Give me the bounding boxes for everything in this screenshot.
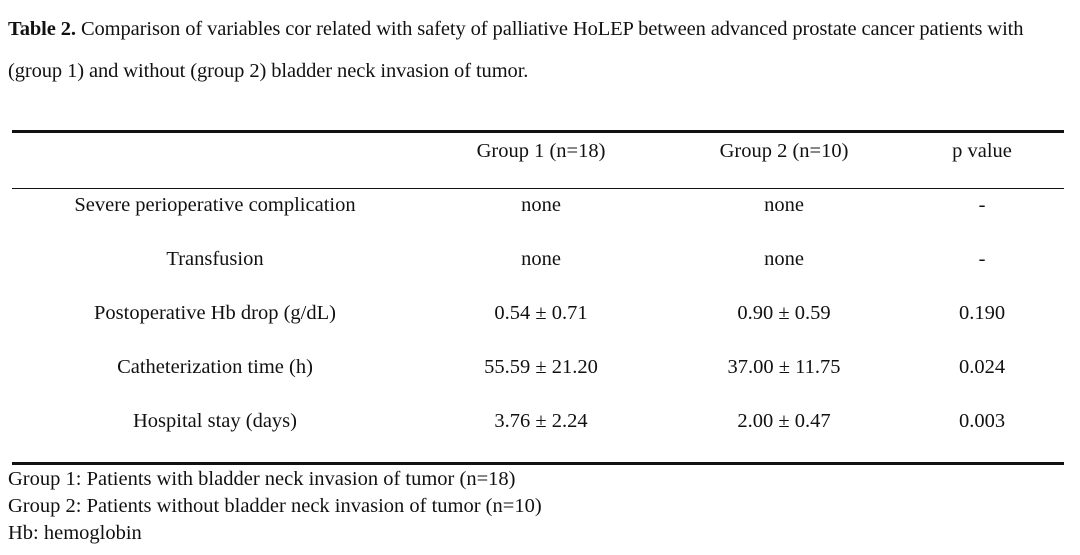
table-cell-variable: Transfusion	[166, 248, 264, 270]
table-bottom-rule	[12, 462, 1064, 465]
table-cell-group2: 2.00 ± 0.47	[737, 410, 831, 432]
table-cell-p-value: 0.190	[958, 302, 1006, 324]
table-caption-text: Comparison of variables cor related with…	[8, 18, 1024, 82]
table-header-p-value: p value	[952, 140, 1012, 162]
table-header-group1: Group 1 (n=18)	[476, 140, 606, 162]
table-cell-p-value: -	[978, 248, 986, 270]
footnote-group1: Group 1: Patients with bladder neck inva…	[8, 468, 516, 490]
table-top-rule	[12, 130, 1064, 133]
table-cell-group1: 55.59 ± 21.20	[484, 356, 598, 378]
table-header-group2: Group 2 (n=10)	[719, 140, 849, 162]
footnote-hb: Hb: hemoglobin	[8, 522, 142, 544]
table-cell-p-value: 0.003	[958, 410, 1006, 432]
table-cell-p-value: -	[978, 194, 986, 216]
table-cell-group1: none	[521, 194, 561, 216]
table-cell-group2: 37.00 ± 11.75	[727, 356, 841, 378]
table-header-rule	[12, 188, 1064, 189]
table-cell-group2: 0.90 ± 0.59	[737, 302, 831, 324]
footnote-group2: Group 2: Patients without bladder neck i…	[8, 495, 542, 517]
table-caption: Table 2. Comparison of variables cor rel…	[8, 8, 1076, 92]
table-cell-variable: Severe perioperative complication	[74, 194, 356, 216]
table-cell-group1: 0.54 ± 0.71	[494, 302, 588, 324]
table-caption-label: Table 2.	[8, 18, 76, 40]
table-cell-p-value: 0.024	[958, 356, 1006, 378]
table-cell-group1: none	[521, 248, 561, 270]
table-cell-group2: none	[764, 194, 804, 216]
table-cell-variable: Postoperative Hb drop (g/dL)	[94, 302, 336, 324]
table-cell-group1: 3.76 ± 2.24	[494, 410, 588, 432]
table-cell-group2: none	[764, 248, 804, 270]
table-cell-variable: Hospital stay (days)	[133, 410, 297, 432]
table-cell-variable: Catheterization time (h)	[117, 356, 313, 378]
